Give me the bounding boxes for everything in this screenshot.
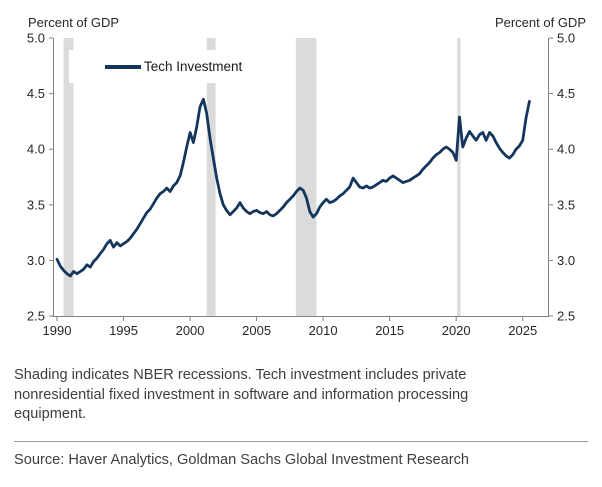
legend-line-swatch [105, 64, 141, 69]
tick-label: 2015 [375, 323, 404, 338]
source-text: Source: Haver Analytics, Goldman Sachs G… [14, 452, 470, 468]
tick-label: 4.5 [557, 86, 575, 101]
tick-label: 2025 [508, 323, 537, 338]
right-axis-title: Percent of GDP [494, 15, 586, 30]
tick-label: 2.5 [557, 309, 575, 324]
left-axis-title: Percent of GDP [28, 15, 120, 30]
tick-label: 3.5 [557, 197, 575, 212]
tick-label: 2010 [309, 323, 338, 338]
tick-label: 3.0 [557, 253, 575, 268]
tick-label: 5.0 [27, 31, 45, 46]
divider-line [14, 441, 588, 442]
legend-label: Tech Investment [144, 59, 243, 74]
tick-label: 4.5 [27, 86, 45, 101]
footnote-text: Shading indicates NBER recessions. Tech … [14, 367, 469, 422]
chart-legend: Tech Investment [69, 50, 250, 83]
tick-label: 4.0 [27, 142, 45, 157]
tick-label: 3.5 [27, 197, 45, 212]
tick-label: 2000 [176, 323, 205, 338]
recession-band [457, 38, 461, 316]
tick-label: 2005 [242, 323, 271, 338]
tick-label: 3.0 [27, 253, 45, 268]
tick-label: 2.5 [27, 309, 45, 324]
tech-investment-chart: 2.5 2.5 3.0 3.0 3.5 3.5 4.0 4.0 4.5 4.5 5.0 5.0 1990… [27, 31, 575, 339]
tick-label: 2020 [442, 323, 471, 338]
tick-label: 5.0 [557, 31, 575, 46]
tick-label: 4.0 [557, 142, 575, 157]
recession-band [206, 38, 216, 316]
tick-label: 1990 [43, 323, 72, 338]
tech-investment-line [55, 97, 531, 278]
tick-label: 1995 [109, 323, 138, 338]
recession-band [63, 38, 74, 316]
recession-band [295, 38, 317, 316]
